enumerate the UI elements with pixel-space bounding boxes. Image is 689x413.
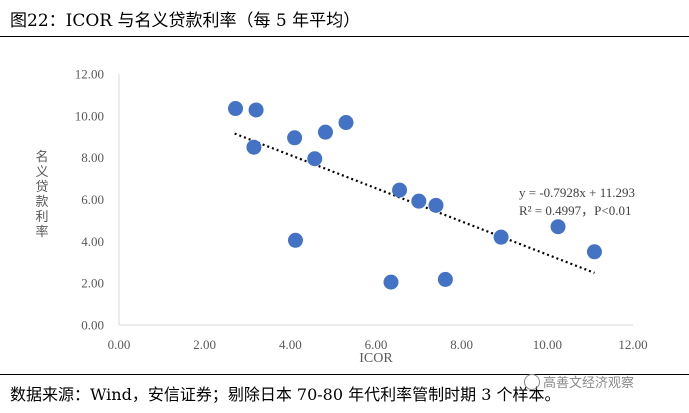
page-title: 图22：ICOR 与名义贷款利率（每 5 年平均） <box>10 11 361 31</box>
y-axis-ticks: 0.00 2.00 4.00 6.00 8.00 10.00 12.00 <box>75 67 104 333</box>
data-point <box>392 182 408 198</box>
wechat-icon <box>524 374 540 390</box>
y-tick-label: 12.00 <box>75 67 104 82</box>
data-point <box>383 274 399 290</box>
trendline-line <box>234 132 595 274</box>
regression-annotation: y = -0.7928x + 11.293 <box>519 185 635 200</box>
data-point <box>428 197 444 213</box>
source-note: 数据来源：Wind，安信证券；剔除日本 70-80 年代利率管制时期 3 个样本… <box>10 385 561 404</box>
data-point <box>246 139 262 155</box>
x-axis-label: ICOR <box>359 351 393 366</box>
chart-axes <box>118 74 633 326</box>
data-point <box>287 130 303 146</box>
data-points <box>228 101 602 290</box>
title-rule <box>0 36 689 37</box>
data-point <box>317 124 333 140</box>
data-point <box>437 271 453 287</box>
x-tick-label: 8.00 <box>450 337 473 352</box>
source-rule <box>0 374 689 375</box>
regression-annotations: y = -0.7928x + 11.293 R² = 0.4997，P<0.01 <box>519 185 635 218</box>
trendline <box>234 132 595 274</box>
watermark-text: 高善文经济观察 <box>543 376 635 391</box>
y-axis-label: 名义贷款利率 <box>35 149 48 240</box>
x-tick-label: 4.00 <box>279 337 302 352</box>
data-point <box>307 151 323 167</box>
y-tick-label: 6.00 <box>81 192 104 207</box>
watermark: 高善文经济观察 <box>524 372 634 391</box>
x-tick-label: 6.00 <box>365 337 388 352</box>
data-point <box>338 115 354 131</box>
y-tick-label: 0.00 <box>81 318 104 333</box>
data-point <box>287 232 303 248</box>
regression-annotation: R² = 0.4997，P<0.01 <box>519 203 631 218</box>
x-tick-label: 12.00 <box>618 337 647 352</box>
x-axis-ticks: 0.00 2.00 4.00 6.00 8.00 10.00 12.00 <box>108 337 648 352</box>
x-tick-label: 0.00 <box>108 337 131 352</box>
y-tick-label: 10.00 <box>75 108 104 123</box>
data-point <box>248 102 264 118</box>
data-point <box>586 244 602 260</box>
x-tick-label: 10.00 <box>533 337 562 352</box>
y-tick-label: 2.00 <box>81 276 104 291</box>
y-tick-label: 8.00 <box>81 150 104 165</box>
x-tick-label: 2.00 <box>193 337 216 352</box>
data-point <box>550 219 566 235</box>
data-point <box>411 193 427 209</box>
data-point <box>228 101 244 117</box>
data-point <box>493 229 509 245</box>
y-tick-label: 4.00 <box>81 234 104 249</box>
